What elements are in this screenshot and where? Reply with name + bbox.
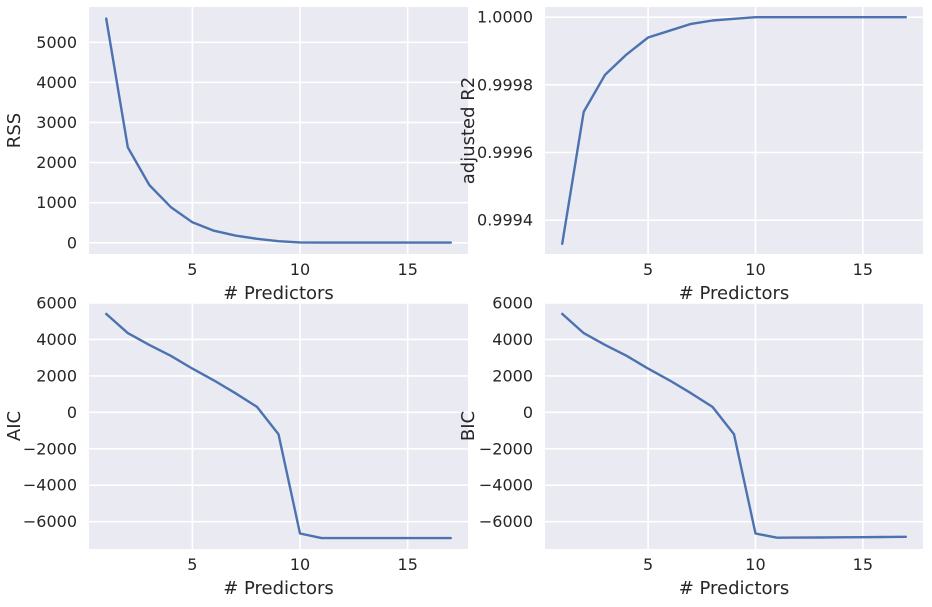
x-tick-label: 15 <box>398 260 418 279</box>
series-line <box>104 312 452 540</box>
y-tick-label: −2000 <box>479 439 533 458</box>
series-line <box>561 16 907 246</box>
subplot-aic: 5 10 15 −6000 −4000 −2000 0 2000 4000 6000 # Predi… <box>4 294 468 599</box>
y-tick-label: −2000 <box>23 439 77 458</box>
y-tick-label: 2000 <box>36 366 77 385</box>
y-tick-label: 4000 <box>36 330 77 349</box>
subplot-rss: 5 10 15 0 1000 2000 3000 4000 5000 # Predictors RS… <box>4 7 468 304</box>
series-line <box>104 17 452 244</box>
y-tick-label: 0.9996 <box>477 143 533 162</box>
x-axis-label: # Predictors <box>223 578 334 599</box>
y-tick-label: −6000 <box>23 512 77 531</box>
x-axis-label: # Predictors <box>679 578 790 599</box>
x-tick-label: 5 <box>187 555 197 574</box>
y-tick-label: 6000 <box>36 294 77 313</box>
x-tick-label: 5 <box>643 260 653 279</box>
y-tick-label: 0 <box>67 403 77 422</box>
y-tick-label: 6000 <box>492 294 533 313</box>
y-tick-label: 2000 <box>36 153 77 172</box>
y-tick-label: −6000 <box>479 512 533 531</box>
y-tick-label: 2000 <box>492 366 533 385</box>
y-tick-label: 0 <box>523 403 533 422</box>
y-tick-label: 0.9998 <box>477 75 533 94</box>
x-tick-label: 10 <box>290 260 310 279</box>
series-line <box>561 312 907 539</box>
x-tick-label: 15 <box>853 555 873 574</box>
y-axis-label: RSS <box>4 113 25 148</box>
y-tick-label: 0 <box>67 233 77 252</box>
y-tick-label: 3000 <box>36 113 77 132</box>
x-tick-label: 10 <box>290 555 310 574</box>
y-axis-label: AIC <box>4 411 25 441</box>
y-tick-label: 4000 <box>492 330 533 349</box>
x-tick-label: 10 <box>745 555 765 574</box>
y-tick-label: 0.9994 <box>477 211 533 230</box>
x-tick-label: 10 <box>745 260 765 279</box>
x-tick-label: 5 <box>643 555 653 574</box>
plot-area <box>545 303 923 549</box>
plot-area <box>89 303 468 549</box>
x-tick-label: 5 <box>187 260 197 279</box>
x-tick-label: 15 <box>853 260 873 279</box>
y-tick-label: −4000 <box>23 476 77 495</box>
y-tick-label: 5000 <box>36 33 77 52</box>
y-axis-label: adjusted R2 <box>458 77 479 184</box>
x-tick-label: 15 <box>398 555 418 574</box>
subplot-bic: 5 10 15 −6000 −4000 −2000 0 2000 4000 6000 # Predi… <box>458 294 923 599</box>
plot-area <box>89 7 468 254</box>
plot-area <box>545 7 923 254</box>
y-tick-label: −4000 <box>479 476 533 495</box>
x-axis-label: # Predictors <box>223 283 334 304</box>
y-axis-label: BIC <box>458 411 479 441</box>
y-tick-label: 1000 <box>36 193 77 212</box>
y-tick-label: 1.0000 <box>477 8 533 27</box>
y-tick-label: 4000 <box>36 73 77 92</box>
subplot-adjr2: 5 10 15 0.9994 0.9996 0.9998 1.0000 # Predictor… <box>458 7 923 304</box>
x-axis-label: # Predictors <box>679 283 790 304</box>
